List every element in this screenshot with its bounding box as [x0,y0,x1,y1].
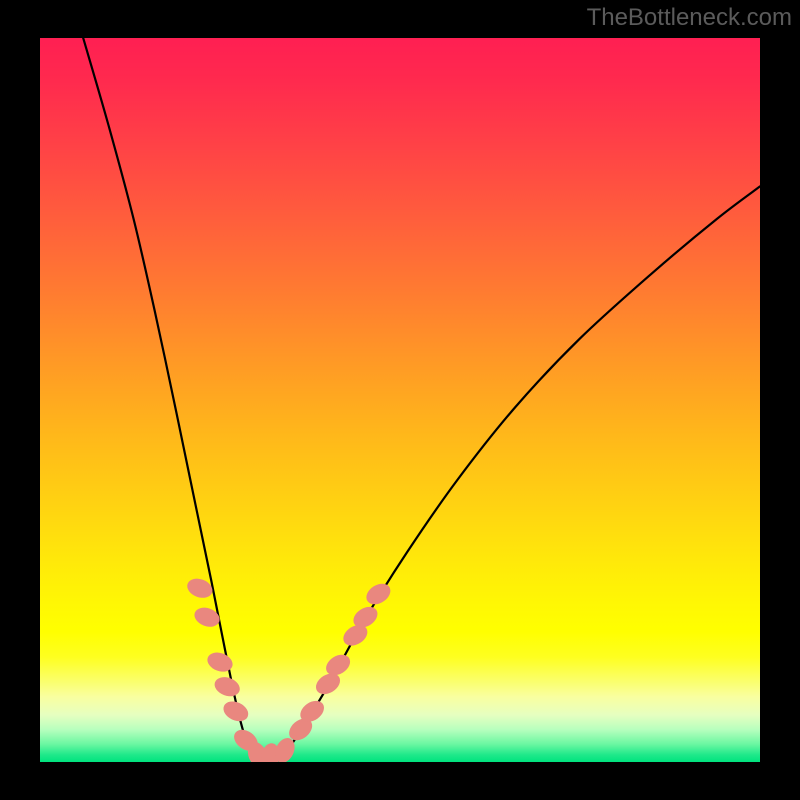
chart-stage: TheBottleneck.com [0,0,800,800]
gradient-background [40,38,760,762]
plot-svg [40,38,760,762]
plot-area [40,38,760,762]
watermark-text: TheBottleneck.com [587,4,792,32]
